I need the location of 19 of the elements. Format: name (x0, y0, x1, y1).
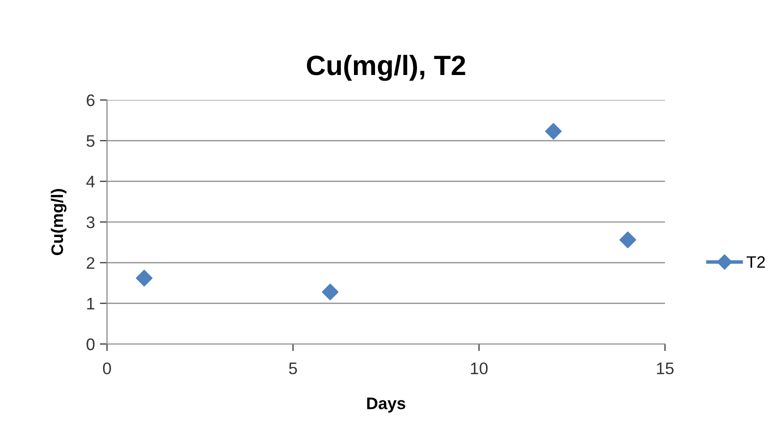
x-tick-label: 15 (657, 362, 674, 374)
y-tick-label: 3 (86, 216, 94, 228)
y-tick-label: 6 (86, 94, 94, 106)
y-tick-label: 0 (86, 338, 95, 350)
x-axis-title: Days (367, 398, 406, 413)
y-axis-title: Cu(mg/l) (50, 189, 66, 256)
chart-title: Cu(mg/l), T2 (306, 54, 466, 81)
y-tick-label: 5 (86, 135, 94, 147)
x-tick-label: 10 (471, 362, 488, 374)
point (322, 284, 338, 300)
point (136, 270, 152, 286)
point (545, 123, 562, 140)
legend-label: T2 (746, 256, 765, 268)
point (620, 232, 636, 248)
x-tick-label: 0 (103, 362, 111, 374)
y-tick-label: 2 (86, 257, 94, 269)
x-tick-label: 5 (289, 362, 297, 374)
y-tick-label: 4 (86, 176, 95, 188)
y-tick-label: 1 (87, 298, 94, 310)
